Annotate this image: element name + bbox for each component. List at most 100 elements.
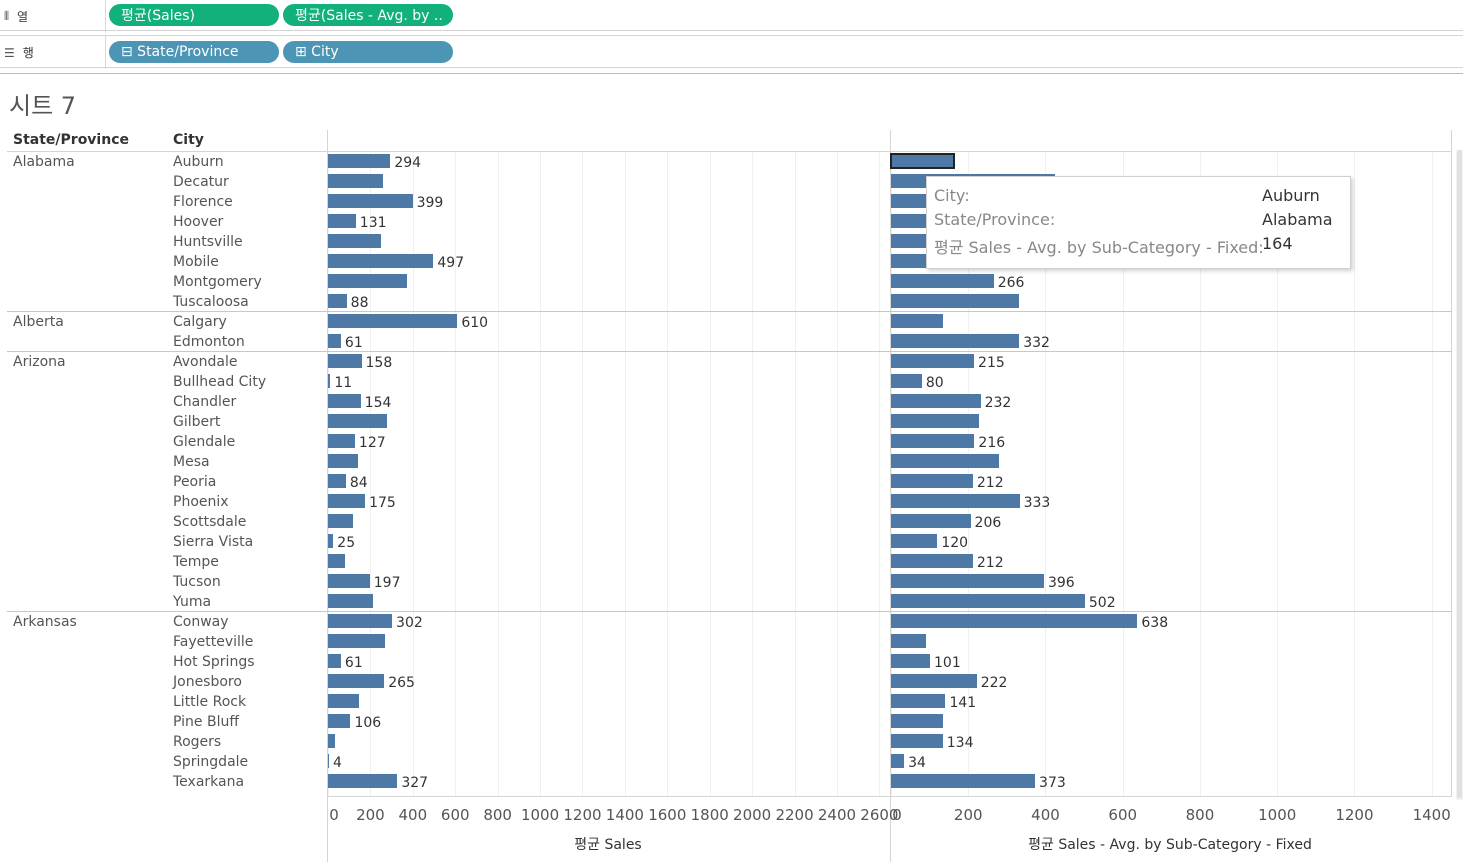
city-label[interactable]: Hot Springs <box>173 654 255 670</box>
fixed-bar[interactable] <box>891 754 905 768</box>
sales-bar[interactable] <box>328 634 386 648</box>
sales-bar[interactable] <box>328 514 354 528</box>
city-label[interactable]: Mesa <box>173 454 210 470</box>
sales-avg-pill[interactable]: 평균(Sales) <box>109 4 279 26</box>
city-label[interactable]: Texarkana <box>173 774 245 790</box>
city-label[interactable]: Auburn <box>173 154 224 170</box>
city-label[interactable]: Scottsdale <box>173 514 247 530</box>
fixed-bar[interactable] <box>889 153 956 169</box>
sales-bar[interactable] <box>328 374 331 388</box>
city-label[interactable]: Phoenix <box>173 494 229 510</box>
state-label[interactable]: Alberta <box>13 314 64 330</box>
fixed-bar[interactable] <box>891 774 1036 788</box>
fixed-axis-title[interactable]: 평균 Sales - Avg. by Sub-Category - Fixed <box>1028 837 1312 853</box>
sales-bar[interactable] <box>328 314 458 328</box>
city-label[interactable]: Huntsville <box>173 234 243 250</box>
sales-bar[interactable] <box>328 754 329 768</box>
state-label[interactable]: Alabama <box>13 154 75 170</box>
sales-axis-title[interactable]: 평균 Sales <box>574 837 642 853</box>
city-header[interactable]: City <box>173 132 204 148</box>
fixed-bar[interactable] <box>891 714 944 728</box>
scrollbar-thumb[interactable] <box>1457 150 1462 798</box>
state-province-pill[interactable]: ⊟ State/Province <box>109 41 279 63</box>
sales-bar[interactable] <box>328 554 345 568</box>
city-label[interactable]: Rogers <box>173 734 222 750</box>
fixed-bar[interactable] <box>891 474 973 488</box>
sales-bar[interactable] <box>328 234 382 248</box>
city-label[interactable]: Conway <box>173 614 229 630</box>
state-label[interactable]: Arizona <box>13 354 66 370</box>
sales-bar[interactable] <box>328 534 334 548</box>
state-province-header[interactable]: State/Province <box>13 132 129 148</box>
fixed-bar[interactable] <box>891 654 930 668</box>
fixed-bar[interactable] <box>891 694 946 708</box>
fixed-bar[interactable] <box>891 554 973 568</box>
city-label[interactable]: Fayetteville <box>173 634 254 650</box>
fixed-bar[interactable] <box>891 334 1020 348</box>
fixed-bar[interactable] <box>891 574 1044 588</box>
city-label[interactable]: Tuscaloosa <box>173 294 249 310</box>
city-label[interactable]: Sierra Vista <box>173 534 254 550</box>
sales-bar[interactable] <box>328 714 351 728</box>
sales-avg-fixed-pill[interactable]: 평균(Sales - Avg. by .. <box>283 4 453 26</box>
sales-bar[interactable] <box>328 574 370 588</box>
fixed-bar[interactable] <box>891 374 922 388</box>
sales-bar[interactable] <box>328 294 347 308</box>
fixed-bar[interactable] <box>891 634 926 648</box>
sales-bar[interactable] <box>328 254 434 268</box>
sales-bar[interactable] <box>328 394 361 408</box>
city-label[interactable]: Yuma <box>173 594 212 610</box>
fixed-bar[interactable] <box>891 534 938 548</box>
sales-bar[interactable] <box>328 154 391 168</box>
city-label[interactable]: Avondale <box>173 354 238 370</box>
fixed-bar[interactable] <box>891 514 971 528</box>
sales-bar[interactable] <box>328 494 366 508</box>
city-label[interactable]: Peoria <box>173 474 217 490</box>
sales-bar[interactable] <box>328 674 385 688</box>
fixed-bar[interactable] <box>891 494 1020 508</box>
sales-bar[interactable] <box>328 614 393 628</box>
city-label[interactable]: Calgary <box>173 314 227 330</box>
city-label[interactable]: Jonesboro <box>173 674 242 690</box>
sales-bar[interactable] <box>328 654 341 668</box>
sales-bar[interactable] <box>328 174 383 188</box>
city-label[interactable]: Gilbert <box>173 414 221 430</box>
fixed-bar[interactable] <box>891 294 1020 308</box>
fixed-bar[interactable] <box>891 394 981 408</box>
fixed-bar[interactable] <box>891 674 977 688</box>
sales-bar[interactable] <box>328 734 336 748</box>
fixed-bar[interactable] <box>891 314 944 328</box>
sales-bar[interactable] <box>328 774 398 788</box>
city-label[interactable]: Mobile <box>173 254 219 270</box>
city-label[interactable]: Tempe <box>173 554 219 570</box>
sales-bar[interactable] <box>328 334 341 348</box>
city-label[interactable]: Tucson <box>173 574 221 590</box>
fixed-bar[interactable] <box>891 414 980 428</box>
city-label[interactable]: Glendale <box>173 434 236 450</box>
sales-bar[interactable] <box>328 594 373 608</box>
city-label[interactable]: Decatur <box>173 174 229 190</box>
city-label[interactable]: Chandler <box>173 394 237 410</box>
vertical-scrollbar[interactable] <box>1456 150 1463 800</box>
fixed-bar[interactable] <box>891 434 975 448</box>
fixed-bar[interactable] <box>891 594 1085 608</box>
city-label[interactable]: Hoover <box>173 214 224 230</box>
fixed-bar[interactable] <box>891 354 975 368</box>
sales-bar[interactable] <box>328 454 359 468</box>
state-label[interactable]: Arkansas <box>13 614 77 630</box>
fixed-bar[interactable] <box>891 274 994 288</box>
sales-bar[interactable] <box>328 474 346 488</box>
sales-bar[interactable] <box>328 694 360 708</box>
city-label[interactable]: Little Rock <box>173 694 247 710</box>
sales-bar[interactable] <box>328 434 355 448</box>
city-label[interactable]: Edmonton <box>173 334 245 350</box>
sales-bar[interactable] <box>328 214 356 228</box>
sales-bar[interactable] <box>328 194 413 208</box>
fixed-bar[interactable] <box>891 734 943 748</box>
sales-bar[interactable] <box>328 354 362 368</box>
city-label[interactable]: Springdale <box>173 754 249 770</box>
city-label[interactable]: Montgomery <box>173 274 262 290</box>
sales-bar[interactable] <box>328 274 407 288</box>
city-label[interactable]: Florence <box>173 194 233 210</box>
fixed-bar[interactable] <box>891 454 1000 468</box>
